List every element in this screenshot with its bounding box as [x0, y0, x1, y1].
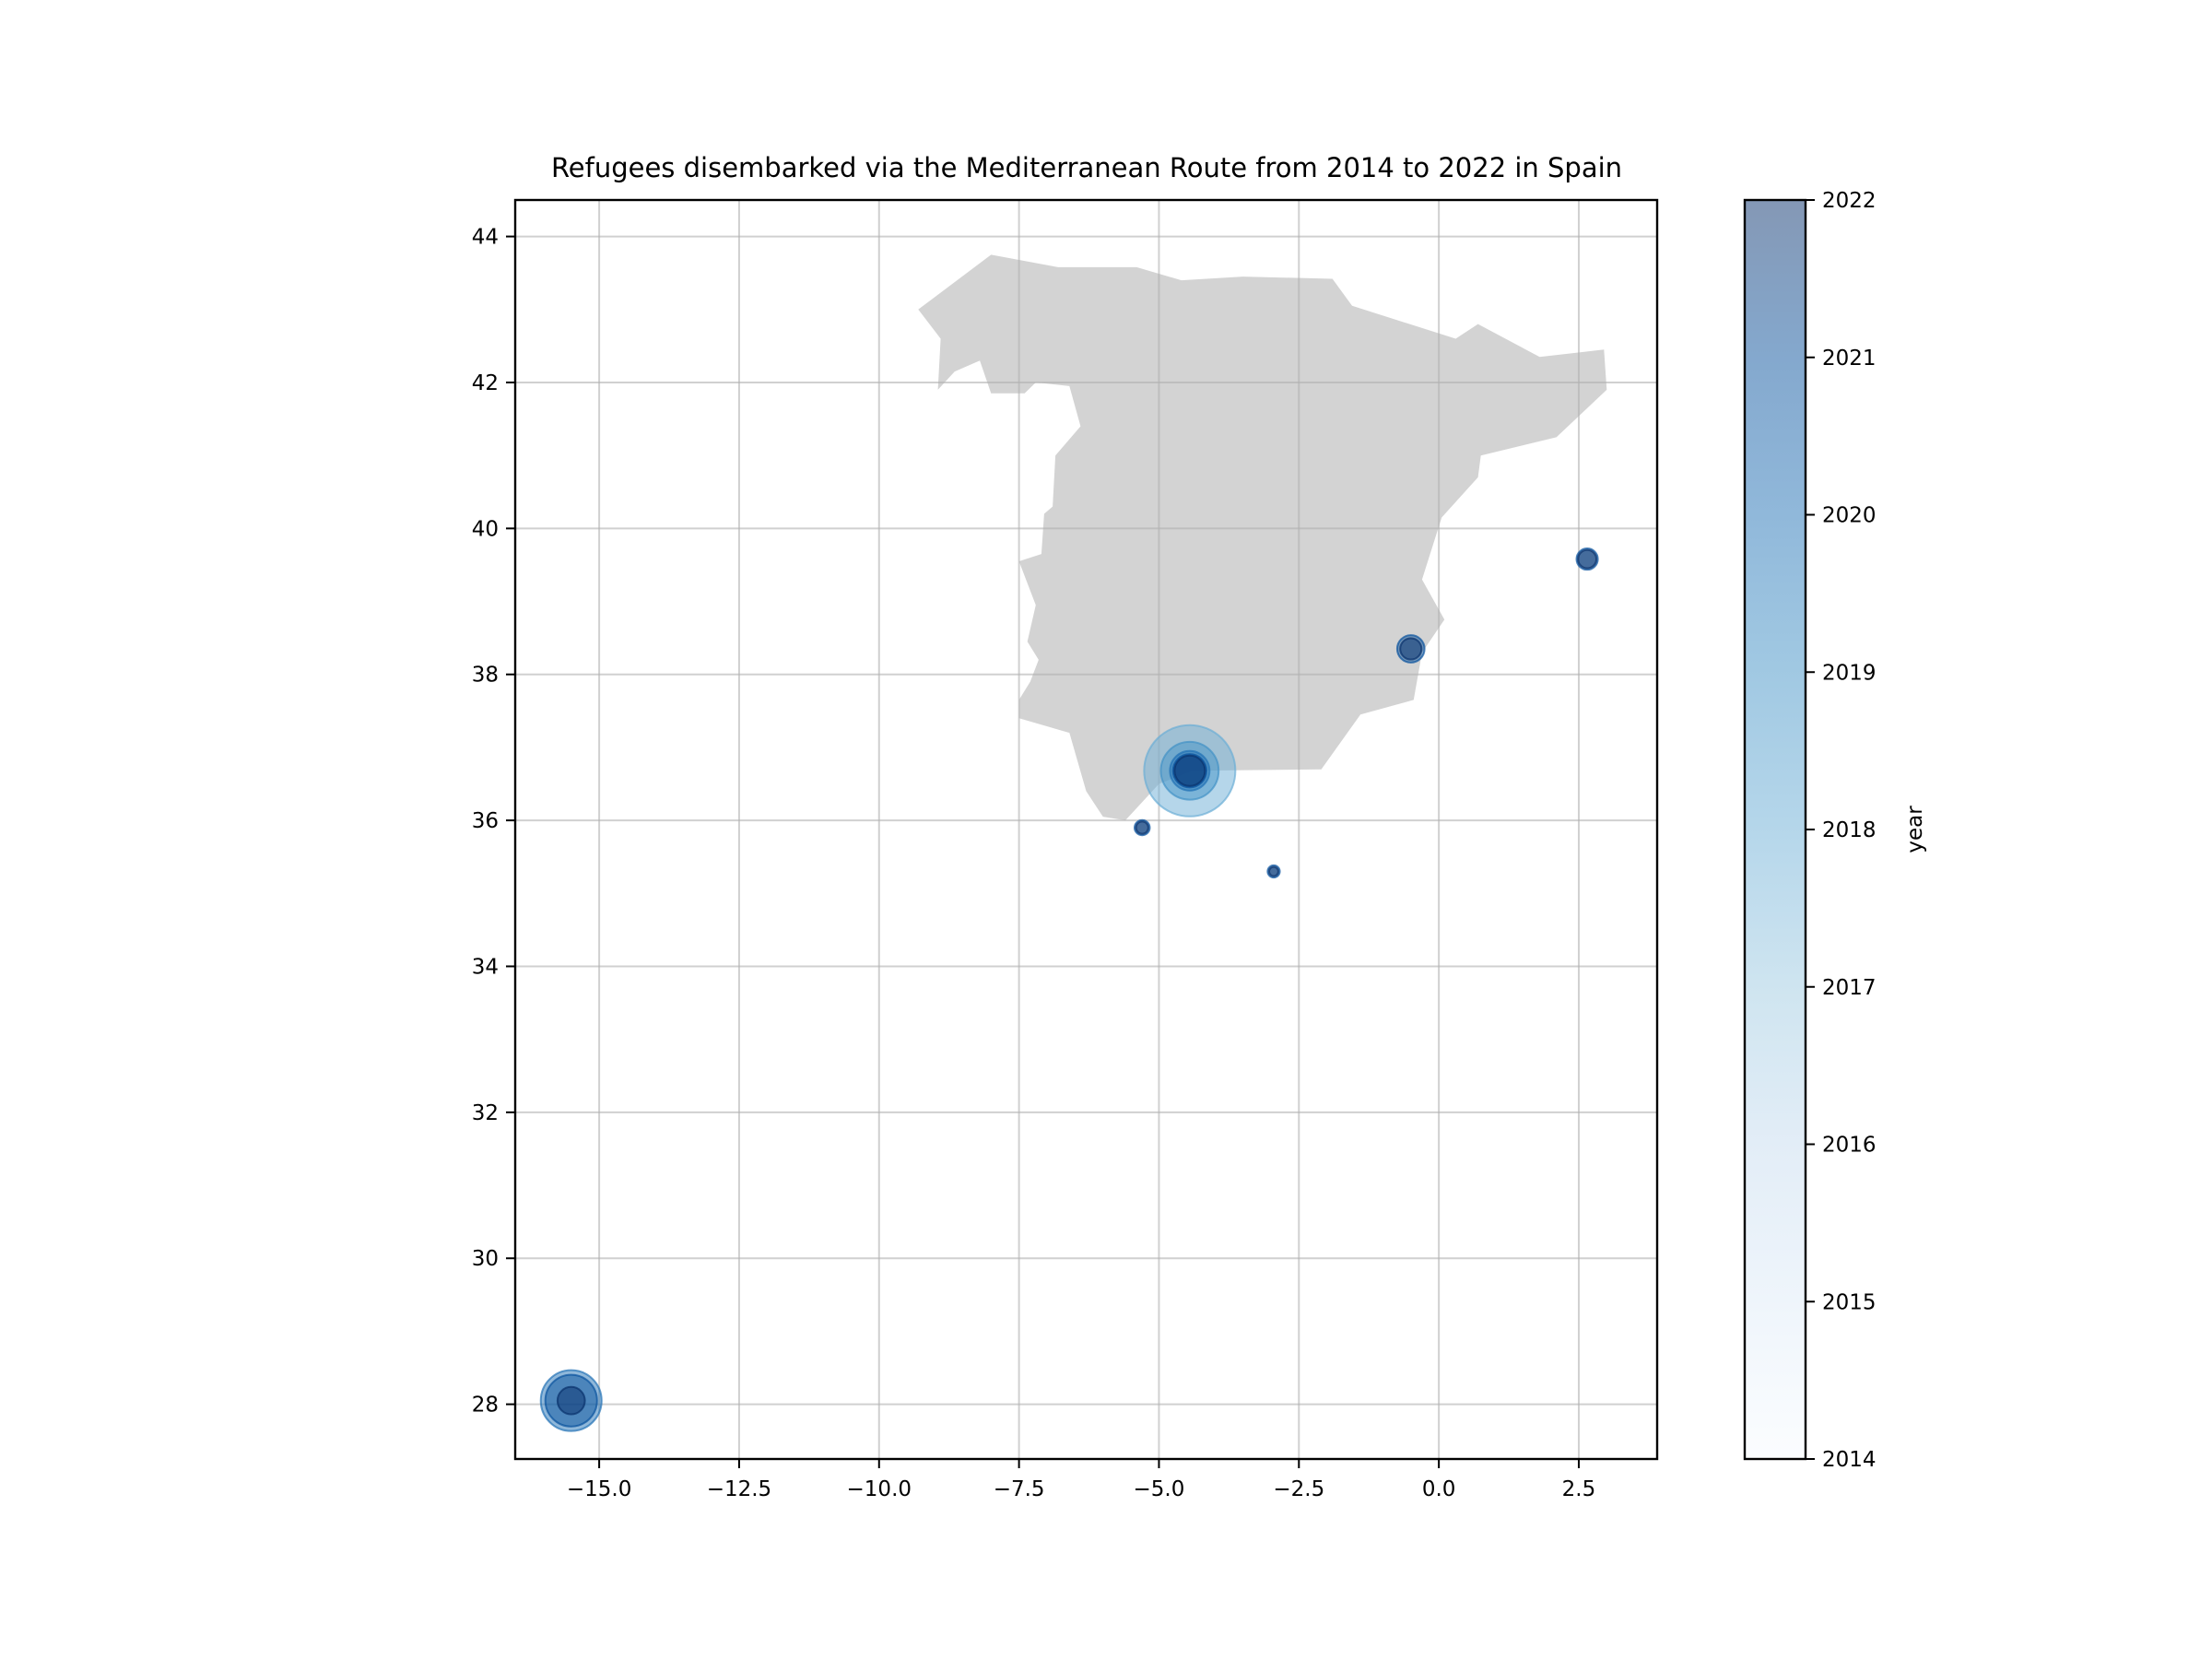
y-tick-label: 44 — [472, 226, 499, 250]
scatter-point — [1135, 820, 1149, 835]
x-tick-label: −15.0 — [567, 1477, 631, 1501]
spain-landmass — [918, 254, 1607, 821]
colorbar-gradient — [1745, 200, 1806, 1459]
spain-map — [918, 254, 1607, 821]
y-tick-label: 38 — [472, 664, 499, 688]
colorbar: 2014 2015 2016 2017 2018 2019 2020 2021 2022 yea… — [1743, 189, 1927, 1472]
scatter-point — [556, 1385, 586, 1416]
grid — [515, 200, 1657, 1459]
colorbar-tick-label: 2016 — [1822, 1134, 1877, 1158]
scatter-point — [1268, 865, 1279, 877]
x-axis: −15.0 −12.5 −10.0 −7.5 −5.0 −2.5 0.0 2.5 — [567, 1459, 1595, 1501]
y-axis: 28 30 32 34 36 38 40 42 44 — [472, 226, 515, 1418]
colorbar-tick-label: 2018 — [1822, 818, 1877, 842]
x-tick-label: 0.0 — [1422, 1477, 1456, 1501]
plot-area: −15.0 −12.5 −10.0 −7.5 −5.0 −2.5 0.0 2.5 28 30 32… — [472, 198, 1659, 1501]
y-tick-label: 30 — [472, 1247, 499, 1271]
x-tick-label: 2.5 — [1562, 1477, 1596, 1501]
y-tick-label: 36 — [472, 809, 499, 833]
colorbar-label: year — [1903, 806, 1927, 853]
colorbar-tick-label: 2021 — [1822, 347, 1877, 371]
x-tick-label: −2.5 — [1273, 1477, 1324, 1501]
scatter-point — [1577, 548, 1597, 570]
y-tick-label: 42 — [472, 371, 499, 395]
y-tick-label: 28 — [472, 1394, 499, 1418]
y-tick-label: 32 — [472, 1101, 499, 1125]
colorbar-tick-label: 2015 — [1822, 1290, 1877, 1314]
x-tick-label: −10.0 — [847, 1477, 912, 1501]
colorbar-tick-label: 2014 — [1822, 1448, 1877, 1472]
colorbar-tick-label: 2022 — [1822, 189, 1877, 213]
x-tick-label: −12.5 — [707, 1477, 771, 1501]
colorbar-tick-label: 2017 — [1822, 976, 1877, 1000]
colorbar-ticks: 2014 2015 2016 2017 2018 2019 2020 2021 2022 — [1806, 189, 1877, 1472]
y-tick-label: 40 — [472, 517, 499, 541]
chart-title: Refugees disembarked via the Mediterrane… — [551, 152, 1622, 183]
scatter-points — [539, 547, 1599, 1432]
plot-frame — [513, 198, 1659, 1461]
x-tick-label: −5.0 — [1134, 1477, 1185, 1501]
colorbar-overlay — [1745, 200, 1806, 1459]
colorbar-tick-label: 2020 — [1822, 504, 1877, 528]
y-tick-label: 34 — [472, 955, 499, 979]
scatter-point — [1399, 637, 1423, 661]
x-tick-label: −7.5 — [994, 1477, 1045, 1501]
colorbar-tick-label: 2019 — [1822, 661, 1877, 685]
scatter-point — [1173, 754, 1206, 787]
